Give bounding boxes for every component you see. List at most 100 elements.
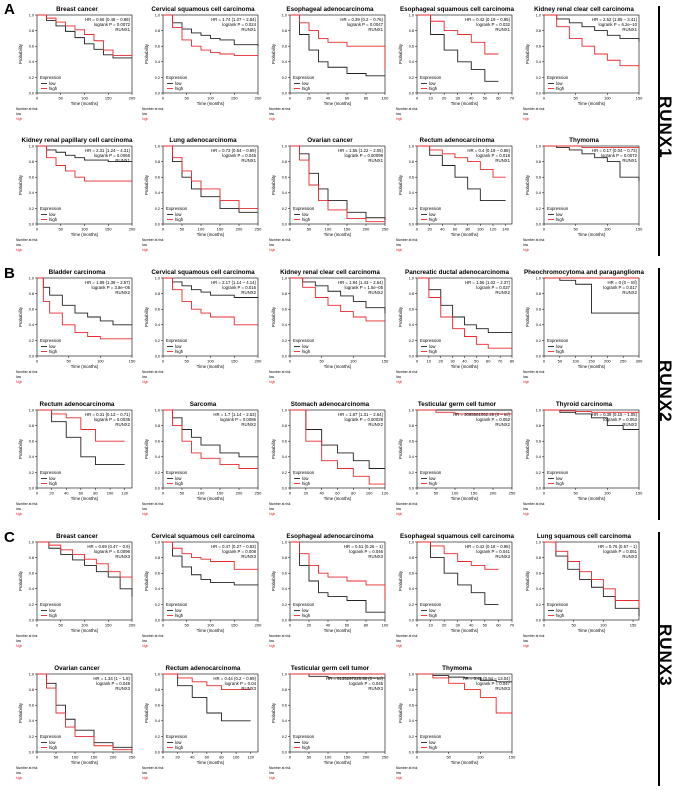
- km-panel: Kidney renal papillary cell carcinoma 0.0…: [16, 137, 136, 252]
- y-tick-label: 0.4: [29, 587, 34, 591]
- y-tick-label: 0.6: [29, 440, 34, 444]
- risk-row-label-high: high: [269, 117, 275, 121]
- y-tick-label: 0.0: [409, 222, 414, 226]
- x-tick-label: 150: [231, 359, 238, 364]
- x-tick-label: 0: [416, 623, 419, 628]
- risk-row-label-high: high: [396, 380, 402, 384]
- y-tick-label: 0.0: [155, 618, 160, 622]
- y-axis-label: Probability: [144, 306, 149, 327]
- x-tick-label: 60: [345, 96, 350, 101]
- y-axis-label: Probability: [144, 702, 149, 723]
- y-axis-label: Probability: [18, 702, 23, 723]
- risk-row-label-low: low: [523, 507, 529, 511]
- hr-annotation: HR = 1.34 (1 – 1.8): [93, 676, 130, 681]
- legend-label-high: high: [175, 613, 184, 618]
- risk-row-label-high: high: [142, 644, 148, 648]
- km-panel: Rectum adenocarcinoma 0.0 0.2 0.4 0.6 0.8 1.0 0…: [396, 137, 513, 252]
- x-tick-label: 40: [469, 96, 474, 101]
- y-tick-label: 0.4: [536, 323, 541, 327]
- survival-curve-low: [290, 14, 385, 77]
- y-tick-label: 1.0: [29, 144, 34, 148]
- y-tick-label: 0.4: [409, 719, 414, 723]
- risk-row-label-low: low: [523, 375, 529, 379]
- y-tick-label: 1.0: [536, 540, 541, 544]
- x-tick-label: 80: [364, 623, 369, 628]
- y-tick-label: 1.0: [536, 408, 541, 412]
- legend-label-high: high: [302, 349, 311, 354]
- y-tick-label: 0.4: [282, 719, 287, 723]
- y-tick-label: 0.2: [155, 339, 160, 343]
- risk-row-label-low: low: [142, 771, 148, 775]
- legend-label-low: low: [429, 212, 436, 217]
- x-tick-label: 50: [307, 227, 312, 232]
- risk-row-label-low: low: [269, 243, 275, 247]
- survival-curve-high: [290, 145, 385, 223]
- x-tick-label: 0: [543, 96, 546, 101]
- km-panel: Pancreatic ductal adenocarcinoma 0.0 0.2 0.…: [396, 269, 515, 384]
- plot-frame: [162, 409, 259, 489]
- x-tick-label: 70: [510, 96, 515, 101]
- x-tick-label: 100: [81, 96, 88, 101]
- x-tick-label: 200: [490, 491, 497, 496]
- logrank-annotation: logrank P = 3.8e–05: [91, 285, 130, 290]
- logrank-annotation: logrank P = 0.052: [476, 417, 510, 422]
- survival-curve-low: [163, 409, 258, 458]
- legend-label-high: high: [429, 86, 438, 91]
- hr-annotation: HR = 3.49 (0.94 – 13.04): [463, 676, 511, 681]
- x-tick-label: 200: [255, 623, 262, 628]
- gene-annotation: RUNX3: [241, 686, 256, 691]
- survival-curve-high: [163, 541, 258, 570]
- x-tick-label: 10: [427, 359, 432, 364]
- gene-annotation: RUNX2: [368, 422, 383, 427]
- hr-annotation: HR = 1.89 (1.39 – 2.57): [85, 280, 131, 285]
- risk-row-label-low: low: [269, 639, 275, 643]
- plot-frame: [36, 277, 133, 357]
- x-tick-label: 50: [573, 96, 578, 101]
- x-tick-label: 0: [36, 96, 39, 101]
- legend-title: Expression: [547, 338, 569, 343]
- y-tick-label: 0.4: [409, 323, 414, 327]
- x-tick-label: 250: [509, 491, 516, 496]
- risk-table-title: Number at risk: [16, 238, 38, 242]
- y-tick-label: 0.4: [536, 587, 541, 591]
- x-tick-label: 50: [59, 96, 64, 101]
- risk-row-label-high: high: [142, 248, 148, 252]
- x-tick-label: 40: [469, 623, 474, 628]
- x-tick-label: 150: [129, 359, 136, 364]
- hr-annotation: HR = 2.52 (1.85 – 3.41): [592, 17, 638, 22]
- gene-annotation: RUNX3: [495, 554, 510, 559]
- risk-table-title: Number at risk: [523, 502, 545, 506]
- x-axis-label: Time (months): [324, 101, 352, 106]
- gene-annotation: RUNX2: [115, 290, 130, 295]
- y-axis-label: Probability: [271, 570, 276, 591]
- km-panel: Rectum adenocarcinoma 0.0 0.2 0.4 0.6 0.8 1.0 0…: [142, 665, 259, 780]
- x-tick-label: 100: [572, 359, 579, 364]
- y-tick-label: 1.0: [536, 144, 541, 148]
- legend-label-high: high: [49, 745, 58, 750]
- x-tick-label: 40: [440, 227, 445, 232]
- legend-title: Expression: [40, 734, 62, 739]
- y-tick-label: 1.0: [409, 540, 414, 544]
- panel-title: Ovarian cancer: [307, 137, 353, 144]
- y-tick-label: 0.8: [536, 556, 541, 560]
- x-tick-label: 200: [236, 227, 243, 232]
- km-panel: Cervical squamous cell carcinoma 0.0 0.2 0.…: [142, 269, 262, 384]
- logrank-annotation: logrank P = 0.0072: [94, 22, 131, 27]
- x-tick-label: 250: [129, 755, 136, 760]
- x-tick-label: 120: [382, 491, 389, 496]
- x-axis-label: Time (months): [451, 364, 479, 369]
- y-axis-label: Probability: [398, 438, 403, 459]
- risk-table-title: Number at risk: [16, 766, 38, 770]
- x-axis-label: Time (months): [451, 496, 479, 501]
- y-tick-label: 0.8: [282, 556, 287, 560]
- km-panel: Esophageal squamous cell carcinoma 0.0 0.2…: [396, 533, 515, 648]
- gene-annotation: RUNX2: [495, 290, 510, 295]
- risk-row-label-high: high: [523, 644, 529, 648]
- y-tick-label: 0.2: [29, 339, 34, 343]
- plot-frame: [543, 409, 640, 489]
- x-tick-label: 0: [289, 96, 292, 101]
- y-tick-label: 0.0: [536, 91, 541, 95]
- x-tick-label: 20: [304, 491, 309, 496]
- y-axis-label: Probability: [144, 570, 149, 591]
- x-tick-label: 40: [462, 359, 467, 364]
